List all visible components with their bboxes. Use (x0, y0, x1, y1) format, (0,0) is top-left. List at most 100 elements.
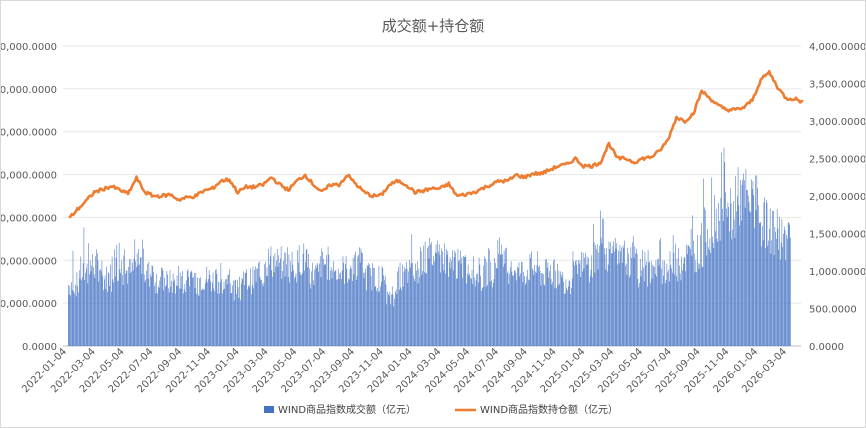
volume-bar (195, 272, 197, 346)
volume-bar (183, 289, 185, 346)
volume-bar (131, 271, 132, 346)
volume-bar (154, 282, 156, 346)
volume-bar (718, 203, 719, 346)
right-tick-label: 3,000.0000 (809, 117, 865, 128)
volume-bar (88, 243, 89, 346)
volume-bar (390, 304, 391, 346)
volume-bar (296, 282, 298, 346)
volume-bar (503, 250, 505, 346)
volume-bar (201, 289, 202, 346)
volume-bar (199, 278, 201, 346)
volume-bar (121, 275, 123, 346)
volume-bar (198, 296, 200, 346)
volume-bar (124, 249, 125, 346)
volume-bar (426, 273, 427, 346)
volume-bar (292, 264, 294, 346)
volume-bar (84, 279, 85, 346)
volume-bar (643, 267, 644, 346)
volume-bar (314, 269, 316, 346)
volume-bar (662, 260, 664, 346)
volume-bar (560, 274, 562, 346)
left-tick-label: 30,000.0000 (1, 213, 57, 224)
volume-bar (506, 273, 508, 346)
volume-bar (369, 264, 370, 346)
volume-bar (438, 251, 439, 346)
volume-bar (204, 289, 205, 346)
volume-bar (456, 278, 457, 346)
volume-bar (564, 293, 566, 346)
volume-bar (373, 267, 374, 346)
volume-bar (370, 275, 372, 346)
volume-bar (729, 188, 731, 346)
volume-bar (679, 265, 680, 346)
volume-bar (157, 286, 159, 346)
volume-bar (784, 230, 786, 346)
right-tick-label: 1,000.0000 (809, 267, 865, 278)
volume-bar (686, 254, 688, 346)
volume-bar (357, 256, 359, 346)
volume-bar (265, 275, 267, 346)
volume-bar (338, 278, 340, 346)
volume-bar (344, 283, 345, 346)
volume-bar (193, 276, 194, 346)
volume-bar (554, 288, 556, 346)
volume-bar (539, 265, 540, 346)
volume-bar (694, 272, 696, 346)
volume-bar (648, 262, 650, 346)
volume-bar (726, 216, 728, 346)
volume-bar (464, 257, 466, 346)
volume-bar (647, 286, 648, 346)
volume-bar (413, 278, 415, 346)
volume-bar (681, 256, 683, 346)
volume-bar (261, 280, 262, 346)
volume-bar (550, 278, 552, 346)
volume-bar (708, 247, 709, 346)
volume-bar (577, 274, 578, 346)
volume-bar (547, 262, 549, 346)
volume-bar (467, 264, 469, 346)
volume-bar (608, 241, 610, 346)
volume-bar (530, 258, 531, 346)
volume-bar (103, 289, 104, 346)
volume-bar (249, 287, 251, 346)
left-tick-label: 70,000.0000 (1, 42, 57, 53)
volume-bar (118, 280, 119, 346)
volume-bar (436, 253, 438, 346)
volume-bar (543, 284, 545, 346)
volume-bar (301, 273, 303, 346)
volume-bar (783, 233, 784, 346)
volume-bar (550, 264, 551, 346)
volume-bar (189, 286, 190, 346)
volume-bar (207, 282, 208, 346)
volume-bar (233, 280, 234, 346)
volume-bar (452, 250, 453, 346)
volume-bar (301, 274, 302, 346)
volume-bar (265, 261, 266, 346)
volume-bar (86, 263, 88, 346)
volume-bar (191, 271, 193, 346)
left-tick-label: 20,000.0000 (1, 256, 57, 267)
volume-bar (330, 270, 331, 346)
volume-bar (682, 270, 683, 346)
volume-bar (757, 188, 758, 346)
volume-bar (779, 216, 780, 346)
volume-bar (165, 286, 166, 346)
volume-bar (476, 274, 478, 346)
volume-bar (592, 277, 593, 346)
volume-bar (240, 283, 242, 346)
volume-bar (375, 285, 377, 346)
volume-bar (520, 273, 521, 346)
volume-bar (453, 257, 455, 346)
volume-bar (190, 272, 191, 346)
right-tick-label: 1,500.0000 (809, 230, 865, 241)
volume-bar (278, 255, 280, 346)
volume-bar (136, 267, 137, 346)
volume-bar (408, 271, 409, 346)
volume-bar (220, 262, 222, 346)
volume-bar (336, 279, 337, 346)
volume-bar (172, 292, 173, 346)
volume-bar (90, 271, 92, 346)
volume-bar (119, 269, 121, 346)
volume-bar (200, 277, 201, 346)
